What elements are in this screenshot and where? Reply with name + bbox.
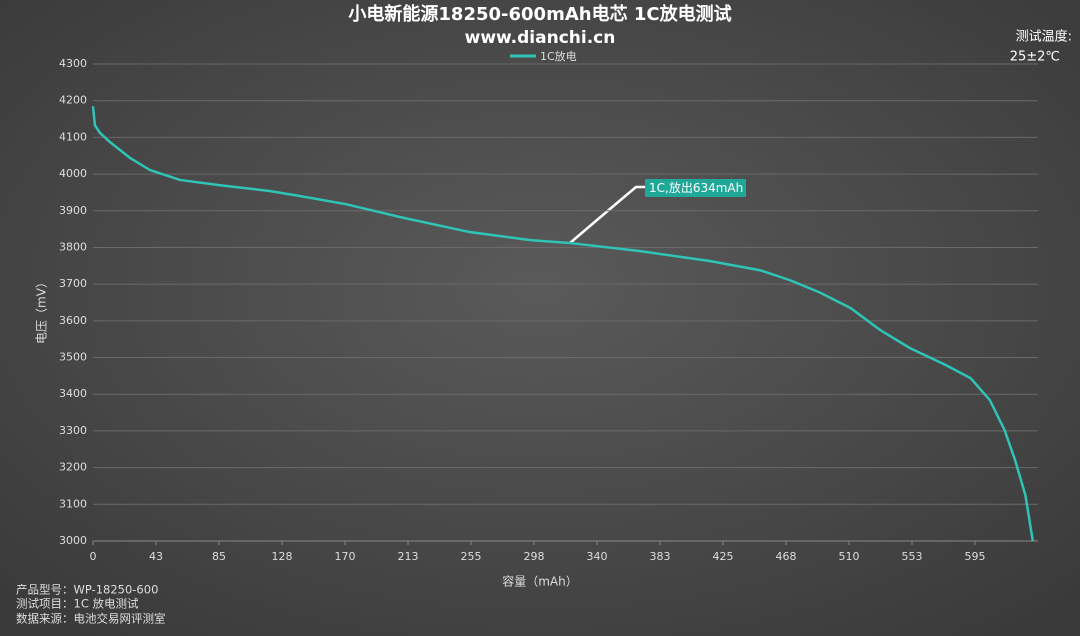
annotation: 1C,放出634mAh (649, 180, 743, 195)
y-tick-label: 4300 (59, 57, 87, 70)
y-tick-label: 4200 (59, 94, 87, 107)
x-tick-label: 298 (524, 550, 545, 563)
x-tick-label: 85 (212, 550, 226, 563)
x-tick-label: 595 (965, 550, 986, 563)
annotation-leader (569, 185, 645, 244)
temperature: 25±2℃ (1010, 50, 1060, 65)
x-tick-label: 170 (335, 550, 356, 563)
x-tick-label: 383 (650, 550, 671, 563)
data-line (91, 106, 1035, 542)
x-tick-label: 510 (839, 550, 860, 563)
x-tick-label: 43 (149, 550, 163, 563)
temperature-label: 测试温度: (1016, 29, 1072, 45)
y-tick-label: 3200 (59, 461, 87, 474)
y-tick-label: 3800 (59, 240, 87, 253)
y-tick-label: 3900 (59, 204, 87, 217)
chart-title: 小电新能源18250-600mAh电芯 1C放电测试 (348, 3, 731, 25)
info-line: 测试项目：1C 放电测试 (16, 597, 139, 611)
y-tick-label: 4000 (59, 167, 87, 180)
info-line: 产品型号：WP-18250-600 (16, 583, 158, 597)
y-tick-label: 3500 (59, 351, 87, 364)
x-tick-label: 553 (902, 550, 923, 563)
y-tick-label: 3000 (59, 534, 87, 547)
info-line: 数据来源：电池交易网评测室 (16, 612, 166, 626)
x-tick-label: 0 (90, 550, 97, 563)
y-tick-label: 3600 (59, 314, 87, 327)
x-tick-label: 468 (776, 550, 797, 563)
x-axis-label: 容量（mAh） (502, 574, 578, 589)
x-tick-label: 340 (587, 550, 608, 563)
annotation-box (645, 179, 746, 197)
x-tick-label: 255 (461, 550, 482, 563)
y-tick-label: 3100 (59, 497, 87, 510)
chart-subtitle: www.dianchi.cn (465, 28, 616, 48)
y-axis-label: 电压（mV） (35, 276, 49, 344)
x-tick-label: 128 (272, 550, 293, 563)
y-tick-label: 4100 (59, 130, 87, 143)
x-tick-label: 213 (398, 550, 419, 563)
legend-label: 1C放电 (540, 49, 577, 63)
y-tick-label: 3300 (59, 424, 87, 437)
y-tick-label: 3400 (59, 387, 87, 400)
y-tick-label: 3700 (59, 277, 87, 290)
x-tick-label: 425 (713, 550, 734, 563)
